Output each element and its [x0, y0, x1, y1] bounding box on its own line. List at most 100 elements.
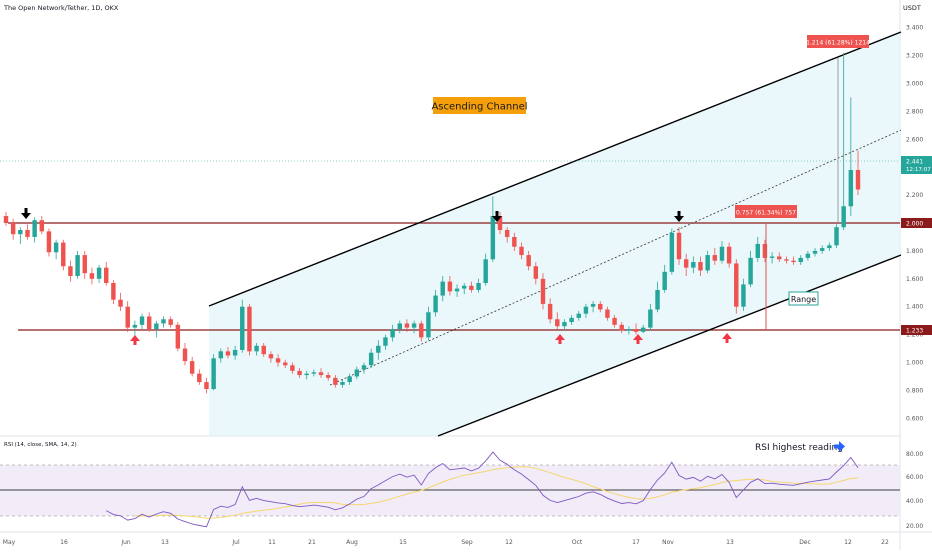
- time-tick-label: Sep: [461, 539, 473, 546]
- candle: [819, 245, 825, 254]
- down-arrow-icon: [492, 211, 502, 222]
- candle: [476, 278, 481, 293]
- candle: [283, 359, 288, 369]
- candle: [275, 354, 281, 367]
- candle: [777, 252, 782, 263]
- price-tick-label: 0.800: [906, 387, 923, 394]
- candle: [218, 348, 224, 363]
- candle: [25, 224, 30, 240]
- level-badge-2000: [901, 218, 932, 228]
- range-label: Range: [791, 295, 816, 304]
- last-price-text: 2.441: [906, 159, 923, 166]
- channel-midline[interactable]: [329, 129, 902, 386]
- candle: [504, 227, 510, 243]
- svg-text:40.00: 40.00: [906, 498, 923, 505]
- time-tick-label: 12: [844, 539, 852, 546]
- symbol-title: The Open Network/Tether, 1D, OKX: [3, 4, 119, 12]
- candle: [104, 262, 109, 286]
- candle: [855, 150, 861, 196]
- candle: [669, 228, 675, 275]
- price-tick-label: 2.200: [906, 192, 923, 199]
- rsi-axis-labels: 80.00 60.00 40.00 20.00: [906, 451, 923, 530]
- candle: [111, 280, 116, 304]
- candle: [562, 319, 567, 330]
- candle: [483, 253, 488, 286]
- candle: [626, 326, 632, 335]
- candle: [791, 256, 796, 265]
- down-arrow-icon: [674, 211, 684, 222]
- candle: [361, 362, 367, 374]
- last-price-badge: [901, 156, 932, 174]
- candle: [39, 216, 45, 235]
- range-badge[interactable]: [788, 291, 819, 306]
- candle: [662, 264, 667, 293]
- candle: [10, 218, 16, 240]
- time-tick-label: Jul: [231, 539, 240, 546]
- candle: [540, 273, 546, 310]
- candle: [325, 372, 331, 381]
- candle: [32, 217, 37, 243]
- candle: [419, 320, 424, 342]
- channel-upper-line[interactable]: [208, 31, 902, 307]
- candle: [304, 370, 309, 380]
- candle: [598, 301, 603, 313]
- candle: [719, 241, 725, 264]
- candle: [225, 347, 231, 359]
- price-tick-label: 3.200: [906, 53, 923, 60]
- channel-fill: [209, 32, 901, 436]
- candle: [712, 248, 718, 265]
- candle: [755, 236, 760, 263]
- measure-small-badge: [735, 205, 797, 218]
- candle: [426, 306, 431, 341]
- candle: [333, 375, 338, 388]
- currency-label: USDT: [903, 4, 921, 12]
- candle: [590, 301, 596, 313]
- candle: [555, 312, 560, 330]
- candle: [798, 255, 803, 265]
- candle: [168, 316, 173, 328]
- channel-lower-line[interactable]: [437, 254, 902, 437]
- candle: [411, 320, 417, 334]
- price-tick-label: 3.400: [906, 25, 923, 32]
- candle: [640, 324, 646, 334]
- candle: [232, 345, 238, 360]
- candle: [146, 312, 152, 332]
- candle: [676, 227, 682, 265]
- time-tick-label: Dec: [799, 539, 811, 546]
- candle: [469, 281, 474, 293]
- candle: [648, 303, 653, 331]
- price-tick-label: 1.600: [906, 276, 923, 283]
- candle: [197, 369, 202, 385]
- channel-title-badge[interactable]: [433, 97, 526, 114]
- candles: [3, 52, 861, 394]
- price-tick-label: 2.600: [906, 136, 923, 143]
- candle: [633, 323, 639, 335]
- candle: [533, 262, 539, 285]
- time-tick-label: 22: [881, 539, 889, 546]
- candle: [769, 252, 775, 264]
- candle: [526, 250, 531, 271]
- candle: [848, 97, 854, 217]
- candle: [490, 196, 496, 263]
- candle: [268, 351, 274, 363]
- candle: [619, 322, 624, 334]
- candle: [512, 232, 517, 251]
- candle: [75, 250, 80, 279]
- candle: [240, 299, 245, 353]
- candle: [397, 320, 403, 334]
- countdown-text: 12:17:07: [906, 167, 931, 173]
- time-tick-label: 13: [161, 539, 169, 546]
- level-badge-1233: [901, 325, 932, 335]
- time-tick-label: Nov: [662, 539, 674, 546]
- time-tick-label: Oct: [572, 539, 583, 546]
- price-tick-label: 1.200: [906, 332, 923, 339]
- candle: [612, 315, 617, 328]
- candle: [132, 320, 138, 338]
- price-tick-label: 0.600: [906, 415, 923, 422]
- candle: [261, 342, 266, 357]
- measure-small-text: 0.757 (61.34%) 757: [736, 210, 796, 217]
- up-arrow-icon: [722, 333, 732, 343]
- time-tick-label: 15: [399, 539, 407, 546]
- candle: [3, 211, 9, 226]
